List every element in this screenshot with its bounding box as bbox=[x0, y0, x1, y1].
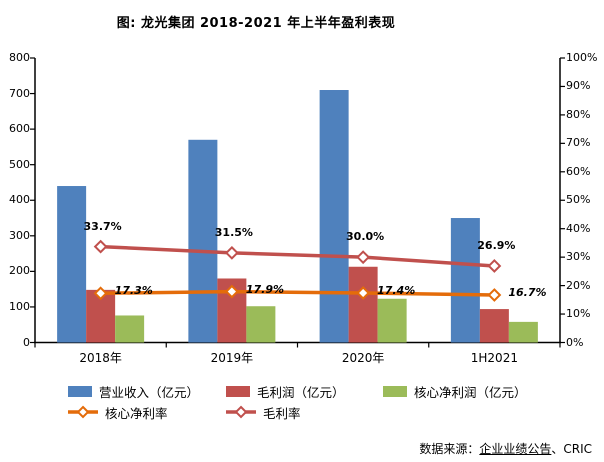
bar-核心净利润（亿元）-1H2021 bbox=[508, 321, 538, 343]
data-label-核心净利率-2018年: 17.3% bbox=[114, 284, 153, 298]
left-axis-tick-label: 800 bbox=[9, 51, 30, 64]
source-underlined: 企业业绩公告 bbox=[479, 442, 552, 456]
right-axis-tick-label: 70% bbox=[566, 136, 591, 150]
data-label-毛利率-2018年: 33.7% bbox=[83, 219, 122, 233]
legend-swatch-bar bbox=[68, 385, 92, 397]
legend-swatch-line bbox=[226, 405, 256, 419]
data-label-核心净利率-2019年: 17.9% bbox=[245, 282, 285, 296]
right-axis-tick-label: 20% bbox=[566, 278, 591, 292]
legend-label: 核心净利率 bbox=[105, 405, 168, 421]
left-axis-tick-label: 400 bbox=[9, 193, 30, 207]
right-axis-tick-label: 60% bbox=[566, 164, 591, 178]
bar-核心净利润（亿元）-2018年 bbox=[115, 315, 145, 343]
bar-核心净利润（亿元）-2020年 bbox=[377, 298, 407, 343]
marker-毛利率-1H2021 bbox=[487, 259, 502, 273]
right-axis-tick-label: 30% bbox=[566, 250, 591, 264]
data-label-毛利率-1H2021: 26.9% bbox=[477, 238, 516, 252]
legend-swatch-bar bbox=[383, 385, 407, 397]
right-axis-tick-label: 40% bbox=[566, 221, 591, 235]
right-axis-tick-label: 50% bbox=[566, 193, 591, 207]
x-category-label: 2018年 bbox=[79, 350, 122, 365]
x-category-label: 2019年 bbox=[210, 350, 254, 365]
legend-label: 营业收入（亿元） bbox=[99, 384, 200, 400]
legend-item-核心净利润（亿元）: 核心净利润（亿元） bbox=[383, 384, 527, 400]
legend-swatch-line bbox=[68, 405, 98, 419]
bar-毛利润（亿元）-1H2021 bbox=[479, 309, 509, 343]
marker-核心净利率-1H2021 bbox=[487, 288, 502, 302]
legend-item-毛利润（亿元）: 毛利润（亿元） bbox=[226, 384, 345, 400]
bar-营业收入（亿元）-2020年 bbox=[319, 90, 349, 343]
legend-item-毛利率: 毛利率 bbox=[226, 405, 301, 421]
bar-核心净利润（亿元）-2019年 bbox=[246, 306, 276, 343]
legend-label: 毛利率 bbox=[263, 405, 301, 421]
legend-label: 核心净利润（亿元） bbox=[414, 384, 527, 400]
marker-毛利率-2018年 bbox=[93, 239, 108, 254]
marker-核心净利率-2020年 bbox=[356, 286, 371, 300]
marker-核心净利率-2018年 bbox=[93, 286, 108, 301]
right-axis-tick-label: 100% bbox=[566, 51, 598, 64]
line-核心净利率 bbox=[100, 289, 495, 297]
bar-营业收入（亿元）-1H2021 bbox=[450, 218, 480, 343]
right-axis-tick-label: 0% bbox=[566, 335, 584, 349]
x-category-label: 2020年 bbox=[341, 350, 385, 365]
data-source-note: 数据来源：企业业绩公告、CRIC bbox=[419, 440, 592, 457]
legend-swatch-bar bbox=[226, 385, 250, 397]
left-axis-tick-label: 600 bbox=[9, 122, 30, 136]
left-axis-tick-label: 200 bbox=[9, 264, 30, 278]
legend-item-核心净利率: 核心净利率 bbox=[68, 405, 168, 421]
bar-营业收入（亿元）-2019年 bbox=[188, 139, 218, 343]
data-label-毛利率-2019年: 31.5% bbox=[214, 225, 253, 239]
left-axis-tick-label: 500 bbox=[9, 157, 30, 171]
legend-item-营业收入（亿元）: 营业收入（亿元） bbox=[68, 384, 200, 400]
data-label-毛利率-2020年: 30.0% bbox=[346, 230, 385, 244]
left-axis-tick-label: 300 bbox=[9, 228, 30, 242]
x-category-label: 1H2021 bbox=[470, 350, 518, 365]
source-suffix: 、CRIC bbox=[551, 442, 592, 456]
data-label-核心净利率-1H2021: 16.7% bbox=[508, 285, 547, 299]
right-axis-tick-label: 90% bbox=[566, 79, 591, 93]
data-label-核心净利率-2020年: 17.4% bbox=[377, 283, 416, 297]
marker-毛利率-2020年 bbox=[356, 250, 371, 265]
left-axis-tick-label: 0 bbox=[23, 335, 30, 349]
bar-营业收入（亿元）-2018年 bbox=[57, 186, 87, 343]
bar-毛利润（亿元）-2020年 bbox=[348, 266, 378, 343]
right-axis-tick-label: 10% bbox=[566, 307, 591, 321]
line-毛利率 bbox=[100, 244, 495, 268]
left-axis-tick-label: 700 bbox=[9, 86, 30, 100]
marker-毛利率-2019年 bbox=[224, 245, 239, 260]
legend-label: 毛利润（亿元） bbox=[257, 384, 345, 400]
marker-核心净利率-2019年 bbox=[224, 284, 239, 299]
source-prefix: 数据来源： bbox=[419, 442, 480, 456]
chart-title: 图: 龙光集团 2018-2021 年上半年盈利表现 bbox=[116, 16, 396, 31]
right-axis-tick-label: 80% bbox=[566, 107, 591, 121]
left-axis-tick-label: 100 bbox=[9, 299, 30, 313]
